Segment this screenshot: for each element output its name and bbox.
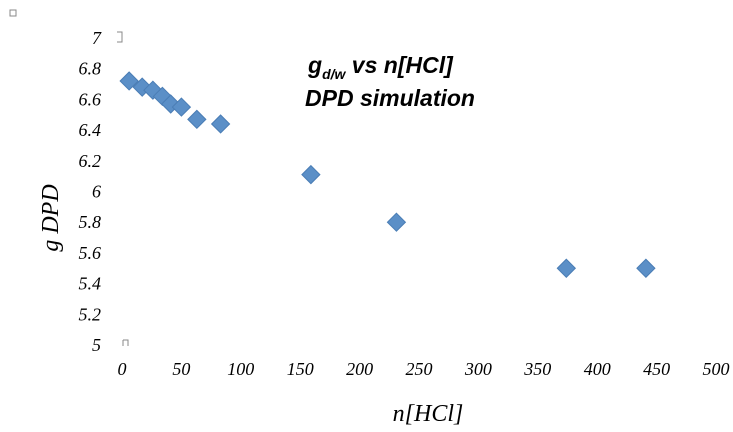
data-point	[386, 212, 407, 232]
data-point	[556, 258, 577, 278]
data-point	[210, 114, 231, 134]
x-tick-label: 250	[406, 359, 433, 379]
data-points	[119, 71, 656, 278]
y-tick-label: 5.6	[79, 243, 102, 263]
data-point	[636, 258, 656, 278]
x-tick-label: 500	[703, 359, 730, 379]
y-tick-label: 7	[92, 28, 102, 48]
y-axis-title: g DPD	[38, 184, 64, 251]
x-axis-title: n[HCl]	[393, 401, 464, 427]
y-tick-label: 6.6	[79, 89, 102, 109]
chart-subtitle: DPD simulation	[305, 85, 475, 111]
y-tick-label: 6.8	[79, 59, 102, 79]
y-tick-label: 6	[92, 182, 101, 202]
data-point	[301, 164, 321, 185]
chart-title: gd/w vs n[HCl]	[307, 52, 454, 82]
x-tick-label: 100	[227, 359, 254, 379]
data-point	[171, 97, 192, 117]
resize-handle-icon[interactable]	[9, 9, 17, 17]
data-point	[187, 109, 207, 130]
y-tick-label: 5.8	[79, 212, 102, 232]
y-tick-label: 5	[92, 335, 101, 355]
x-tick-label: 150	[287, 359, 314, 379]
data-point	[119, 71, 139, 91]
x-tick-label: 200	[346, 359, 373, 379]
y-tick-label: 5.2	[79, 304, 102, 324]
x-tick-label: 50	[172, 359, 190, 379]
x-tick-labels: 0 50 100 150 200 250 300 350 400 450 500	[118, 359, 730, 379]
x-tick-label: 400	[584, 359, 611, 379]
x-tick-label: 450	[643, 359, 670, 379]
y-tick-label: 6.4	[79, 120, 102, 140]
chart-title-rest: vs n[HCl]	[345, 52, 454, 78]
bracket-handle-icon[interactable]	[122, 339, 129, 346]
chart-title-subscript: d/w	[322, 66, 346, 82]
y-tick-label: 5.4	[79, 274, 102, 294]
y-tick-labels: 5 5.2 5.4 5.6 5.8 6 6.2 6.4 6.6 6.8 7	[79, 28, 103, 355]
y-tick-label: 6.2	[79, 151, 102, 171]
chart-title-main: g	[307, 52, 322, 78]
bracket-handle-icon[interactable]	[117, 31, 123, 43]
x-tick-label: 300	[464, 359, 492, 379]
x-tick-label: 0	[118, 359, 127, 379]
x-tick-label: 350	[523, 359, 551, 379]
